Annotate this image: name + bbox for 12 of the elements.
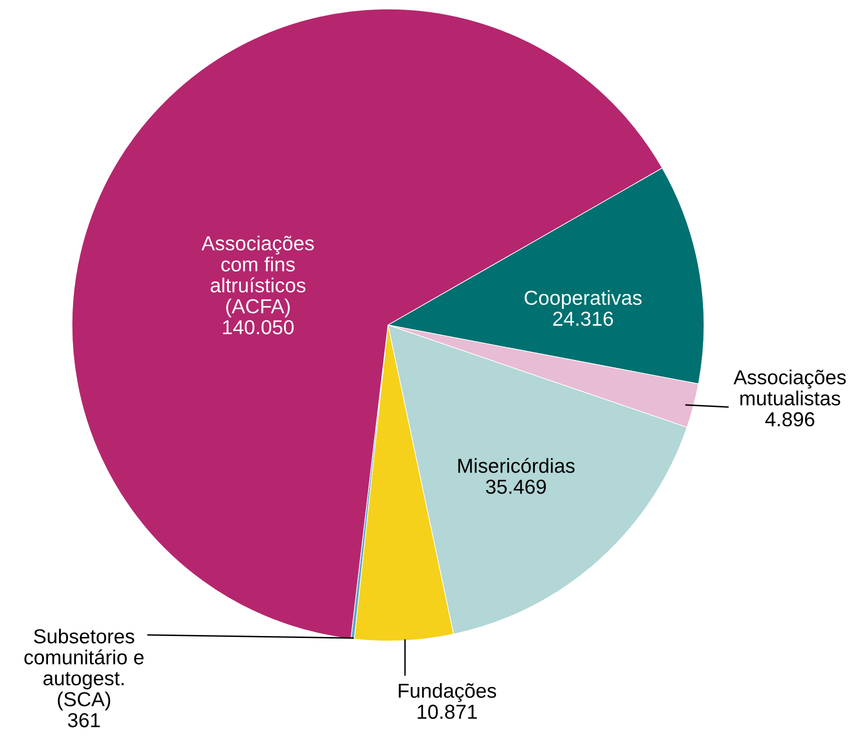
slice-label: Subsetores comunitário e autogest. (SCA) — [24, 628, 144, 710]
slice-label: Fundações — [398, 683, 496, 702]
data-label: 4.896 — [765, 412, 814, 426]
slice-label: Associações mutualistas — [734, 370, 846, 406]
slice-label: Cooperativas — [524, 290, 642, 309]
data-label: 35.469 — [486, 480, 546, 494]
data-label: 361 — [68, 713, 100, 728]
data-label: 10.871 — [418, 704, 477, 719]
data-label: 24.316 — [553, 312, 613, 326]
data-label: 140.050 — [223, 320, 294, 334]
slice-label: Misericórdias — [458, 458, 575, 473]
slice-label: Associações com fins altruísticos (ACFA) — [202, 236, 314, 318]
